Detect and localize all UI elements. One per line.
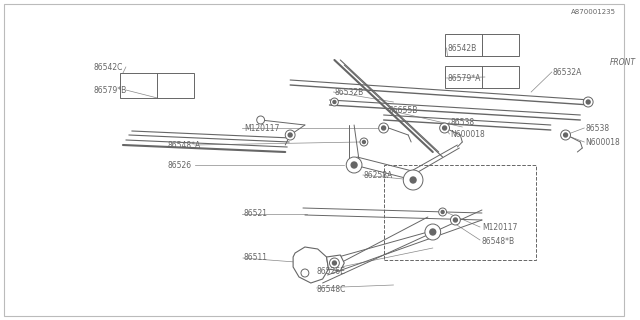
Bar: [383, 165, 536, 260]
Text: 86579*B: 86579*B: [93, 85, 127, 94]
Circle shape: [438, 208, 447, 216]
Circle shape: [362, 140, 365, 143]
Circle shape: [360, 138, 368, 146]
Circle shape: [453, 218, 458, 222]
Text: N600018: N600018: [451, 130, 485, 139]
Text: 86548C: 86548C: [317, 285, 346, 294]
Circle shape: [583, 97, 593, 107]
Text: 86526E: 86526E: [317, 268, 346, 276]
Circle shape: [410, 177, 416, 183]
Text: 86538: 86538: [451, 117, 475, 126]
Bar: [120, 73, 195, 98]
Circle shape: [440, 123, 449, 133]
Circle shape: [379, 123, 388, 133]
Text: N600018: N600018: [585, 138, 620, 147]
Circle shape: [564, 133, 568, 137]
Circle shape: [586, 100, 590, 104]
Circle shape: [288, 133, 292, 137]
Text: 86579*A: 86579*A: [447, 74, 481, 83]
Circle shape: [403, 170, 423, 190]
Text: 86542B: 86542B: [447, 44, 477, 52]
Circle shape: [257, 116, 264, 124]
Polygon shape: [293, 247, 328, 283]
Circle shape: [285, 130, 295, 140]
Text: M120117: M120117: [244, 124, 279, 132]
Text: FRONT: FRONT: [610, 58, 636, 67]
Circle shape: [441, 211, 444, 213]
Circle shape: [330, 98, 339, 106]
Text: 86532B: 86532B: [335, 87, 364, 97]
Circle shape: [332, 261, 337, 265]
Polygon shape: [326, 255, 344, 271]
Circle shape: [430, 229, 436, 235]
Circle shape: [351, 162, 357, 168]
Text: 86538: 86538: [585, 124, 609, 132]
Circle shape: [561, 130, 570, 140]
Text: A870001235: A870001235: [570, 9, 616, 15]
Text: 86532A: 86532A: [553, 68, 582, 76]
Text: 86526: 86526: [167, 161, 191, 170]
Text: M120117: M120117: [482, 222, 517, 231]
Circle shape: [443, 126, 447, 130]
Circle shape: [330, 258, 339, 268]
Text: 86511: 86511: [244, 253, 268, 262]
Circle shape: [381, 126, 385, 130]
Text: 86655B: 86655B: [388, 106, 418, 115]
Bar: [445, 34, 519, 56]
Text: 86542C: 86542C: [93, 62, 123, 71]
Text: 86548*A: 86548*A: [167, 140, 200, 149]
Circle shape: [425, 224, 441, 240]
Circle shape: [451, 215, 460, 225]
Text: 86258A: 86258A: [364, 171, 393, 180]
Circle shape: [301, 269, 309, 277]
Circle shape: [333, 100, 336, 103]
Circle shape: [346, 157, 362, 173]
Text: 86521: 86521: [244, 210, 268, 219]
Bar: [445, 66, 519, 88]
Text: 86548*B: 86548*B: [482, 237, 515, 246]
